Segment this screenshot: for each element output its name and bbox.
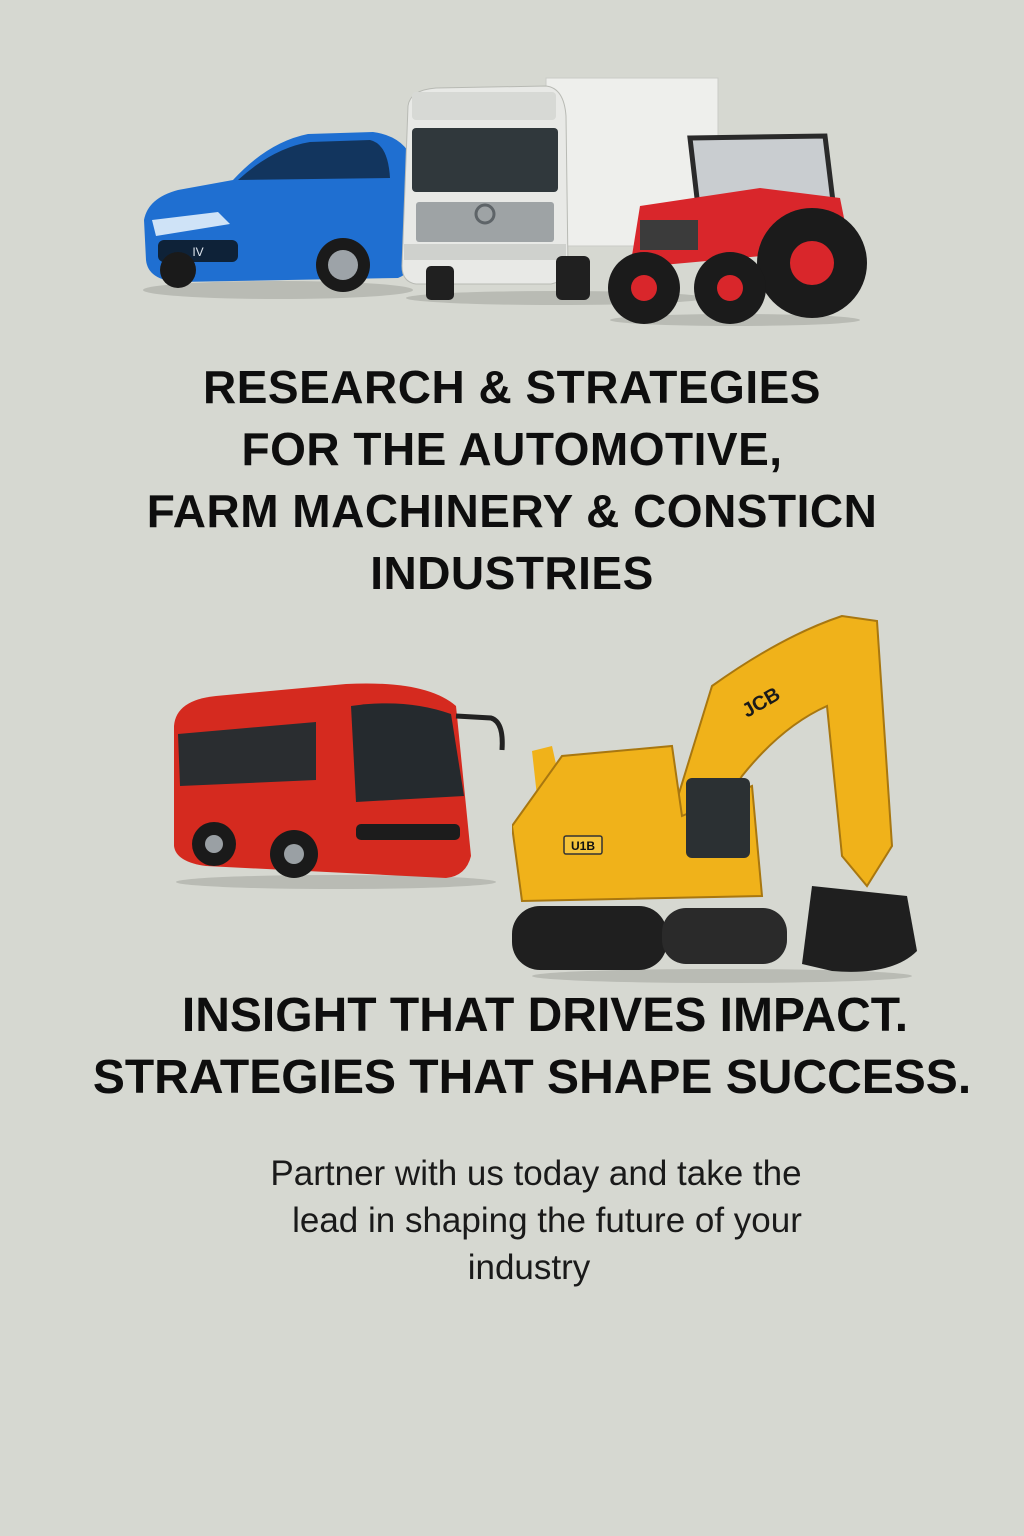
tagline-line-1: INSIGHT THAT DRIVES IMPACT. (181, 989, 909, 1042)
headline-line-1: RESEARCH & STRATEGIES (203, 361, 821, 413)
model-mark: U1B (571, 839, 595, 853)
tractor-image (608, 133, 867, 326)
tagline: INSIGHT THAT DRIVES IMPACT. STRATEGIES T… (0, 985, 1024, 1109)
headline-line-2: FOR THE AUTOMOTIVE, (241, 423, 783, 475)
svg-text:IV: IV (192, 245, 203, 259)
headline-line-4: INDUSTRIES (370, 547, 654, 599)
body-line-3: industry (467, 1248, 591, 1287)
bus-image (174, 683, 505, 889)
body-line-1: Partner with us today and take the (270, 1154, 802, 1193)
call-to-action-text: Partner with us today and take the lead … (0, 1150, 1024, 1291)
headline-line-3: FARM MACHINERY & CONSTICN (146, 485, 878, 537)
tagline-line-2: STRATEGIES THAT SHAPE SUCCESS. (92, 1051, 972, 1104)
body-line-2: lead in shaping the future of your (292, 1201, 802, 1240)
truck-image (401, 77, 719, 305)
main-headline: RESEARCH & STRATEGIES FOR THE AUTOMOTIVE… (0, 356, 1024, 604)
excavator-image: JCB U1B (512, 614, 917, 983)
car-image: IV (143, 132, 420, 299)
